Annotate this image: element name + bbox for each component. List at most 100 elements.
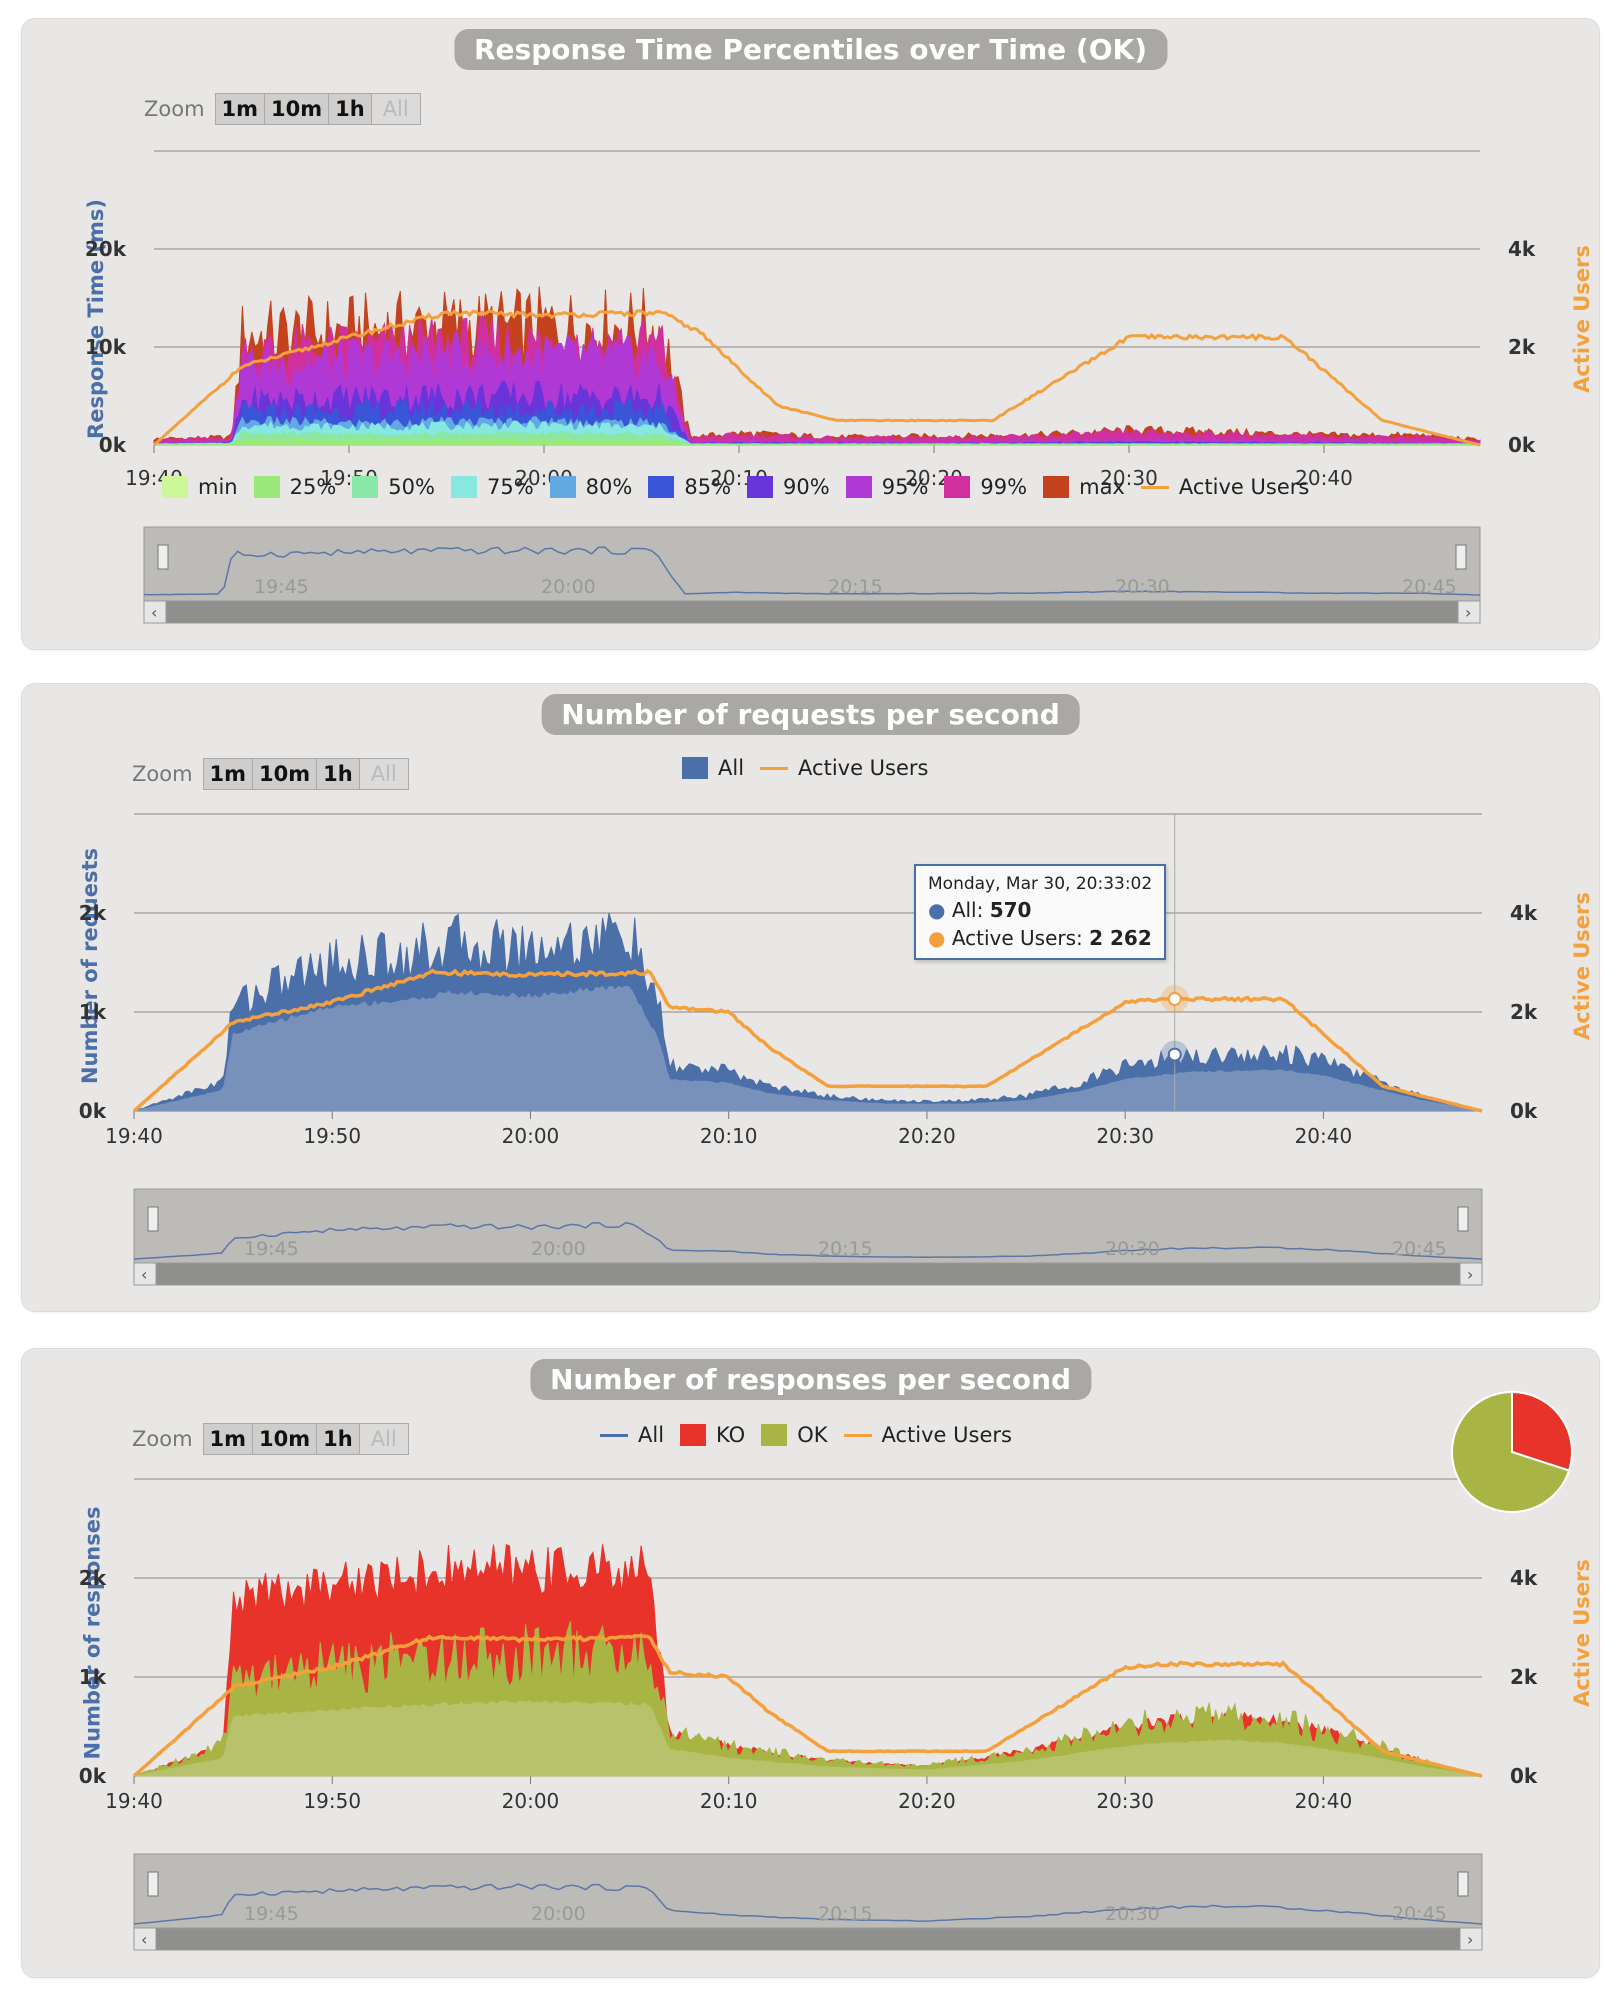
zoom-1h-button[interactable]: 1h xyxy=(317,1424,360,1454)
x-tick-label: 20:10 xyxy=(700,1789,758,1813)
scroll-left-button xyxy=(133,1927,157,1951)
chart-plot[interactable]: 0k 0k 1k 2k 2k 4k 19:40 19:50 20:00 20:10 20:20 20:… xyxy=(22,1349,1599,1977)
tooltip-users-value: 2 262 xyxy=(1089,926,1152,950)
zoom-1m-button[interactable]: 1m xyxy=(216,94,266,124)
legend-item-active-users[interactable]: Active Users xyxy=(760,756,929,780)
legend-swatch xyxy=(1043,476,1070,498)
zoom-10m-button[interactable]: 10m xyxy=(265,94,330,124)
y-tick-label: 0k xyxy=(99,433,127,457)
legend-item-75-[interactable]: 75% xyxy=(450,475,534,499)
navigator-series xyxy=(143,546,1481,596)
legend: min 25% 50% 75% 80% 85% 90% 95% 99% max Active Use… xyxy=(162,475,1325,499)
navigator-tick-label: 20:45 xyxy=(1392,1238,1447,1260)
scroll-right-arrow: › xyxy=(1467,1265,1473,1284)
y-tick-label: 10k xyxy=(85,335,127,359)
navigator-handle-left xyxy=(147,1871,159,1897)
all-hover-point xyxy=(1167,1047,1182,1062)
legend-label: min xyxy=(198,475,238,499)
navigator-scrollbar xyxy=(133,1927,1483,1951)
scroll-right-button xyxy=(1459,1927,1483,1951)
legend-item-ok[interactable]: OK xyxy=(761,1423,828,1447)
y-tick-label: 0k xyxy=(79,1764,107,1788)
zoom-10m-button[interactable]: 10m xyxy=(253,1424,318,1454)
navigator-handle-right xyxy=(1457,1871,1469,1897)
tooltip-time: Monday, Mar 30, 20:33:02 xyxy=(928,874,1153,894)
y-tick-label: 1k xyxy=(79,1665,107,1689)
legend-swatch xyxy=(761,1424,788,1446)
panel-requests: Number of requests per second Zoom 1m 10… xyxy=(21,683,1600,1312)
x-tick-label: 19:40 xyxy=(105,1124,163,1148)
legend-item-ko[interactable]: KO xyxy=(680,1423,745,1447)
legend-item-99-[interactable]: 99% xyxy=(944,475,1027,499)
legend-label: 90% xyxy=(783,475,830,499)
x-tick-label: 19:50 xyxy=(303,1124,361,1148)
y2-tick-label: 4k xyxy=(1510,1566,1538,1590)
axes: 0k 0k 1k 2k 2k 4k 19:40 19:50 20:00 20:10 20:20 20:… xyxy=(79,813,1538,1148)
zoom-10m-button[interactable]: 10m xyxy=(253,759,318,789)
y-tick-label: 2k xyxy=(79,901,107,925)
legend-item-95-[interactable]: 95% xyxy=(845,475,928,499)
legend-item-all[interactable]: All xyxy=(600,1423,664,1447)
legend-item-85-[interactable]: 85% xyxy=(648,475,731,499)
legend-swatch xyxy=(845,476,872,498)
navigator-tick-label: 19:45 xyxy=(244,1238,299,1260)
legend-swatch xyxy=(1140,485,1169,489)
zoom-1h-button[interactable]: 1h xyxy=(317,759,360,789)
scroll-left-arrow: ‹ xyxy=(141,1265,147,1284)
legend-label: 99% xyxy=(980,475,1028,499)
navigator-handle-right xyxy=(1455,544,1467,570)
zoom-all-button[interactable]: All xyxy=(359,759,408,789)
zoom-1m-button[interactable]: 1m xyxy=(204,1424,254,1454)
x-tick-label: 20:20 xyxy=(898,1789,956,1813)
series-ok-base xyxy=(133,1700,1483,1777)
legend-label: max xyxy=(1079,475,1125,499)
y2-tick-label: 0k xyxy=(1508,433,1536,457)
legend-label: 80% xyxy=(585,475,633,499)
chart-title: Number of requests per second xyxy=(541,694,1080,735)
legend-item-active-users[interactable]: Active Users xyxy=(1140,475,1310,499)
pie-slice-ok xyxy=(1451,1390,1571,1513)
series-active-users-line xyxy=(153,309,1481,447)
legend-item-min[interactable]: min xyxy=(162,475,238,499)
legend-label: Active Users xyxy=(1178,475,1310,499)
x-tick-label: 20:10 xyxy=(700,1124,758,1148)
legend-swatch xyxy=(549,476,576,498)
y-tick-label: 0k xyxy=(79,1099,107,1123)
navigator-tick-label: 20:45 xyxy=(1402,576,1457,598)
y2-tick-label: 2k xyxy=(1510,1000,1538,1024)
chart-plot[interactable]: 0k 0k 1k 2k 2k 4k 19:40 19:50 20:00 20:10 20:20 20:… xyxy=(22,684,1599,1311)
x-tick-label: 19:40 xyxy=(105,1789,163,1813)
tooltip-all-label: All: xyxy=(951,898,984,922)
legend-item-active-users[interactable]: Active Users xyxy=(843,1423,1012,1447)
navigator-window xyxy=(133,1188,1483,1264)
navigator-tick-label: 20:00 xyxy=(531,1903,586,1925)
navigator-tick-label: 20:15 xyxy=(828,576,883,598)
legend-swatch xyxy=(352,476,379,498)
zoom-1m-button[interactable]: 1m xyxy=(204,759,254,789)
scroll-right-button xyxy=(1459,1262,1483,1286)
legend-item-90-[interactable]: 90% xyxy=(747,475,830,499)
x-tick-label: 19:50 xyxy=(303,1789,361,1813)
y2-tick-label: 2k xyxy=(1510,1665,1538,1689)
y2-tick-label: 2k xyxy=(1508,335,1536,359)
y2-tick-label: 4k xyxy=(1508,237,1536,261)
zoom-control: Zoom 1m 10m 1h All xyxy=(132,758,409,790)
y2-tick-label: 4k xyxy=(1510,901,1538,925)
legend-item-80-[interactable]: 80% xyxy=(549,475,633,499)
navigator-series xyxy=(133,1883,1483,1925)
zoom-1h-button[interactable]: 1h xyxy=(329,94,372,124)
legend-swatch xyxy=(760,766,789,770)
legend-item-50-[interactable]: 50% xyxy=(352,475,435,499)
zoom-all-button[interactable]: All xyxy=(371,94,420,124)
x-tick-label: 20:00 xyxy=(502,1124,560,1148)
zoom-all-button[interactable]: All xyxy=(359,1424,408,1454)
legend-item-25-[interactable]: 25% xyxy=(253,475,336,499)
navigator-tick-label: 19:45 xyxy=(244,1903,299,1925)
legend-swatch xyxy=(843,1433,872,1437)
legend-item-max[interactable]: max xyxy=(1043,475,1125,499)
legend-item-all[interactable]: All xyxy=(682,756,744,780)
navigator: 19:45 20:00 20:15 20:30 20:45 ‹ › xyxy=(133,1853,1483,1951)
legend-label: 75% xyxy=(486,475,534,499)
navigator-tick-label: 20:45 xyxy=(1392,1903,1447,1925)
